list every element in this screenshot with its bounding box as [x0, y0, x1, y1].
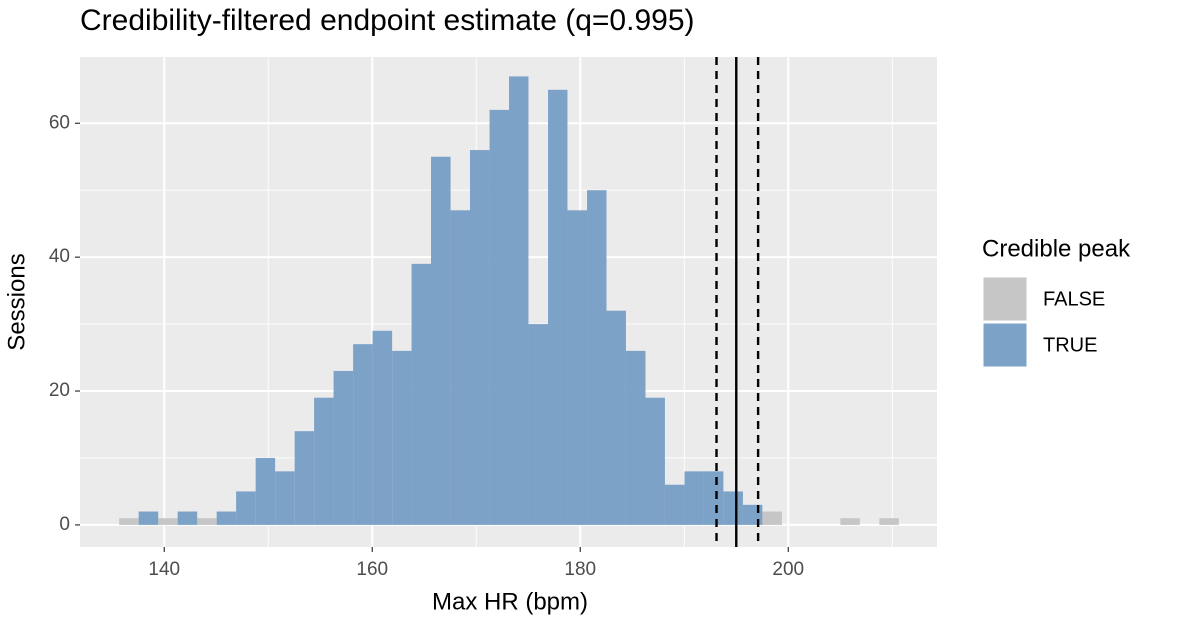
bar	[664, 484, 685, 525]
bar	[703, 471, 724, 525]
bar	[625, 350, 646, 525]
chart-title: Credibility-filtered endpoint estimate (…	[80, 4, 695, 37]
y-axis-title: Sessions	[3, 253, 30, 350]
bar	[275, 471, 295, 525]
bar	[645, 397, 665, 525]
bar	[177, 511, 198, 525]
bar	[742, 504, 763, 525]
bar	[138, 511, 159, 525]
y-tick-label: 0	[59, 514, 70, 535]
legend-title: Credible peak	[982, 235, 1131, 262]
bar	[723, 491, 743, 525]
x-tick-label: 200	[772, 559, 804, 580]
y-tick-label: 60	[49, 112, 70, 133]
bar	[353, 344, 373, 525]
bar	[236, 491, 256, 525]
bar	[255, 457, 276, 525]
x-tick-label: 160	[356, 559, 388, 580]
bar	[314, 397, 334, 525]
bar	[528, 324, 549, 525]
bar	[762, 511, 782, 525]
bar	[450, 210, 471, 525]
bar	[431, 156, 451, 525]
legend-label: TRUE	[1043, 334, 1097, 356]
bar	[119, 518, 139, 525]
legend-key	[982, 322, 1028, 368]
legend-label: FALSE	[1043, 288, 1105, 310]
legend-key	[982, 276, 1028, 322]
bar	[509, 76, 529, 525]
bar	[197, 518, 217, 525]
bar	[840, 518, 860, 525]
bar	[567, 210, 588, 525]
bar	[548, 89, 568, 525]
bar	[372, 330, 393, 525]
x-tick-label: 140	[148, 559, 180, 580]
bar	[684, 471, 704, 525]
bar	[470, 150, 490, 525]
bar	[392, 350, 412, 525]
bar	[879, 518, 899, 525]
y-tick-label: 20	[49, 380, 70, 401]
bar	[216, 511, 237, 525]
bar	[158, 518, 178, 525]
x-tick-label: 180	[564, 559, 596, 580]
y-tick-label: 40	[49, 246, 70, 267]
bar	[606, 310, 626, 525]
bar	[333, 370, 354, 525]
bar	[411, 263, 432, 525]
bar	[587, 190, 607, 525]
bar	[489, 109, 510, 525]
x-axis-title: Max HR (bpm)	[432, 588, 588, 615]
bar	[294, 431, 315, 525]
